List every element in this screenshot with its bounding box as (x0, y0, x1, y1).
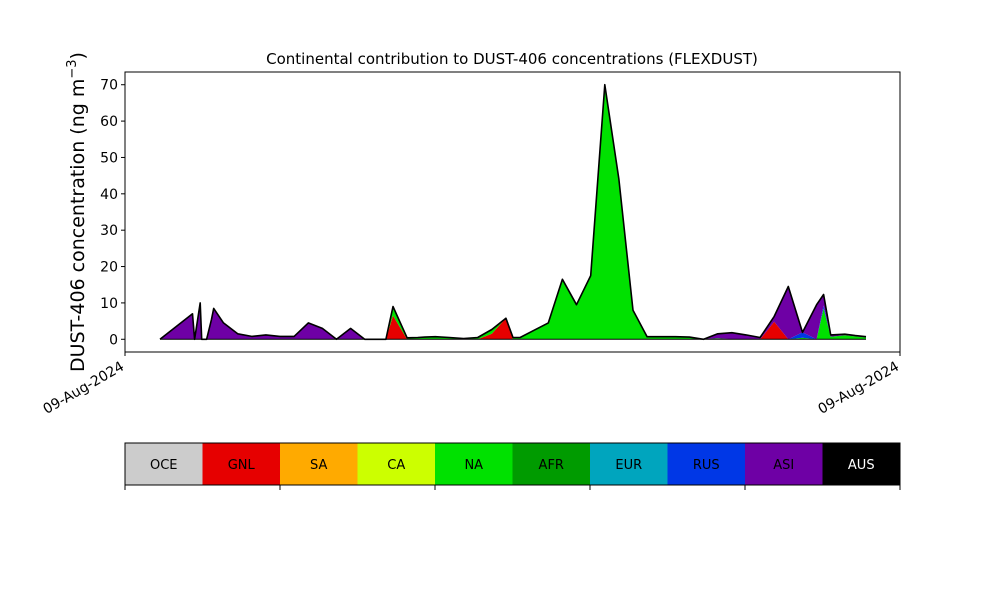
legend-swatch (357, 443, 436, 485)
color-legend: OCE GNL SA CA NA AFR EUR RUS ASI AUS (124, 442, 901, 490)
plot-frame (124, 71, 901, 353)
legend-swatch (280, 443, 358, 485)
legend-label: GNL (228, 458, 256, 473)
legend-swatch (667, 443, 746, 485)
legend-item-eur: EUR (590, 443, 668, 485)
legend-swatch (202, 443, 281, 485)
y-axis-ticks: 0 10 20 30 40 50 60 70 (100, 78, 125, 348)
legend-item-gnl: GNL (202, 443, 281, 485)
legend-item-oce: OCE (125, 443, 203, 485)
area-series-na (160, 84, 866, 340)
area-series-group (159, 83, 867, 341)
legend-item-afr: AFR (512, 443, 591, 485)
legend-item-na: NA (435, 443, 513, 485)
legend-swatch (745, 443, 823, 485)
legend-swatch (590, 443, 668, 485)
legend-label: ASI (773, 458, 794, 473)
y-tick-label: 70 (100, 78, 118, 94)
area-series-asi (160, 84, 866, 340)
legend-item-aus: AUS (822, 443, 901, 485)
area-series-rus (160, 84, 866, 340)
y-axis-label-superscript: −3 (65, 59, 80, 78)
y-tick-label: 10 (100, 296, 118, 312)
y-axis-label-main: DUST-406 concentration (ng m (67, 79, 89, 372)
chart-title: Continental contribution to DUST-406 con… (266, 50, 758, 68)
legend-swatch (435, 443, 513, 485)
legend-label: AFR (539, 458, 564, 473)
legend-label: NA (464, 458, 483, 473)
legend-label: RUS (693, 458, 720, 473)
legend-item-ca: CA (357, 443, 436, 485)
legend-label: EUR (615, 458, 642, 473)
legend-swatch (822, 443, 901, 485)
legend-item-rus: RUS (667, 443, 746, 485)
legend-swatch (512, 443, 591, 485)
y-tick-label: 60 (100, 114, 118, 130)
y-axis-label: DUST-406 concentration (ng m−3) (65, 52, 89, 372)
y-tick-label: 30 (100, 223, 118, 239)
legend-item-sa: SA (280, 443, 358, 485)
total-outline-line (159, 83, 867, 341)
y-tick-label: 20 (100, 260, 118, 276)
y-tick-label: 0 (109, 332, 118, 348)
legend-label: SA (310, 458, 327, 473)
y-tick-label: 40 (100, 187, 118, 203)
legend-label: CA (387, 458, 405, 473)
legend-item-asi: ASI (745, 443, 823, 485)
y-tick-label: 50 (100, 150, 118, 166)
legend-swatch (125, 443, 203, 485)
y-axis-label-close: ) (67, 52, 89, 59)
x-tick-label: 09-Aug-2024 (816, 359, 903, 418)
legend-label: AUS (848, 458, 875, 473)
x-axis-ticks: 09-Aug-2024 09-Aug-2024 (41, 352, 903, 418)
legend-frame (124, 442, 901, 486)
legend-label: OCE (150, 458, 178, 473)
